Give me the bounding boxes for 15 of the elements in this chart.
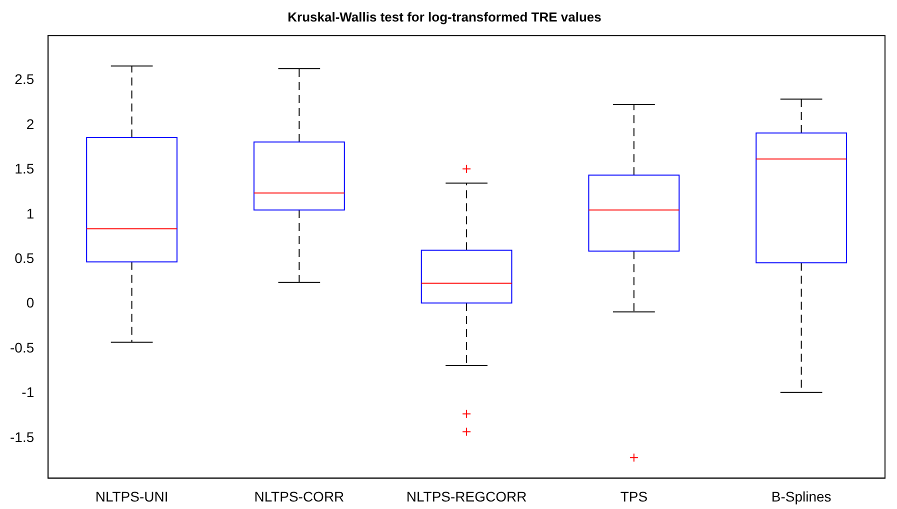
x-tick-label: B-Splines [771,488,832,504]
y-tick-label: 2.5 [14,71,34,88]
y-tick-label: 2 [26,116,34,132]
y-tick-label: 1.5 [14,160,34,177]
y-tick-label: 1 [26,205,34,222]
y-tick-label: -1 [22,384,34,400]
y-tick-label: 0 [26,294,34,311]
y-tick-label: 0.5 [14,250,34,266]
x-tick-label: NLTPS-CORR [254,488,344,504]
x-tick-label: NLTPS-UNI [95,488,168,504]
x-tick-label: NLTPS-REGCORR [406,488,527,504]
x-tick-label: TPS [620,488,648,504]
y-tick-label: -0.5 [10,339,34,356]
chart-title: Kruskal-Wallis test for log-transformed TRE values [288,9,602,24]
y-tick-label: -1.5 [10,428,34,445]
